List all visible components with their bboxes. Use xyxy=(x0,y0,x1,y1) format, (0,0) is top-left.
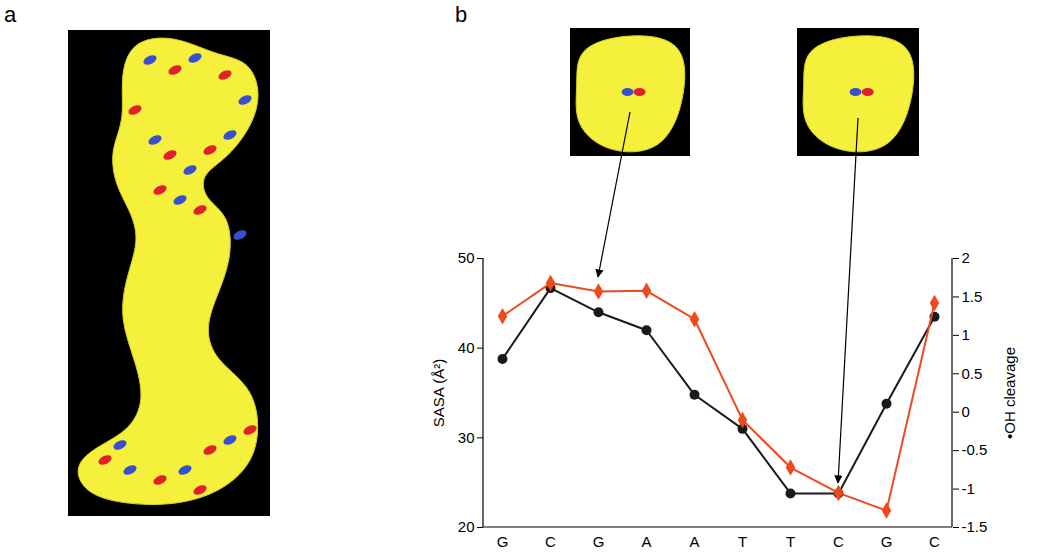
html-text:b: b xyxy=(455,2,468,27)
svg-text:1.5: 1.5 xyxy=(962,288,983,305)
svg-text:0: 0 xyxy=(962,403,970,420)
svg-text:SASA (Å²): SASA (Å²) xyxy=(430,359,447,427)
svg-text:50: 50 xyxy=(458,249,475,266)
svg-text:20: 20 xyxy=(458,518,475,535)
svg-text:A: A xyxy=(641,533,651,550)
svg-text:40: 40 xyxy=(458,339,475,356)
html-text:a: a xyxy=(4,2,17,27)
svg-text:T: T xyxy=(738,533,747,550)
svg-text:G: G xyxy=(593,533,605,550)
svg-text:G: G xyxy=(497,533,509,550)
svg-text:30: 30 xyxy=(458,429,475,446)
svg-text:0.5: 0.5 xyxy=(962,365,983,382)
svg-text:-1: -1 xyxy=(962,480,975,497)
svg-text:2: 2 xyxy=(962,249,970,266)
svg-text:T: T xyxy=(786,533,795,550)
svg-text:G: G xyxy=(881,533,893,550)
svg-text:C: C xyxy=(929,533,940,550)
svg-text:-1.5: -1.5 xyxy=(962,518,988,535)
svg-text:A: A xyxy=(689,533,699,550)
svg-text:1: 1 xyxy=(962,326,970,343)
svg-text:C: C xyxy=(545,533,556,550)
svg-text:-0.5: -0.5 xyxy=(962,441,988,458)
svg-text:•OH cleavage: •OH cleavage xyxy=(1001,347,1018,439)
svg-text:C: C xyxy=(833,533,844,550)
